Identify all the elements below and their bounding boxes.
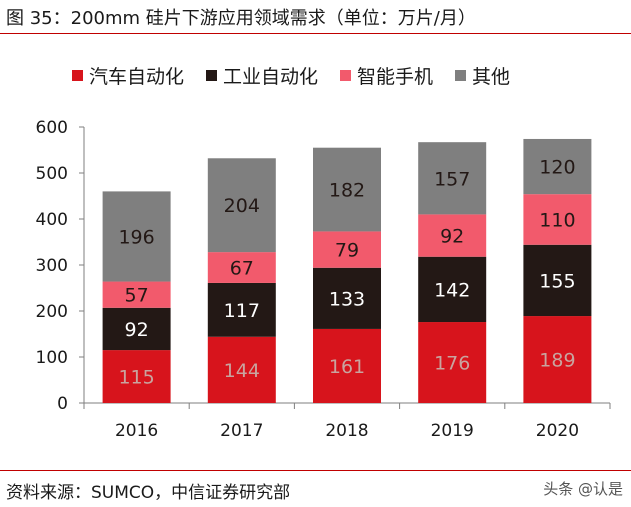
bar-segment: [418, 142, 487, 215]
bar-segment: [102, 281, 171, 308]
data-label: 182: [329, 180, 365, 202]
title-divider: [0, 33, 631, 34]
data-label: 161: [329, 356, 365, 378]
bar-segment: [313, 231, 381, 268]
data-label: 176: [434, 353, 470, 375]
bar-segment: [102, 350, 171, 403]
data-label: 133: [329, 288, 365, 310]
data-label: 115: [118, 367, 154, 389]
y-tick-label: 100: [36, 348, 68, 368]
data-label: 79: [335, 240, 359, 262]
data-label: 142: [434, 279, 470, 301]
bar-segment: [313, 147, 381, 232]
data-label: 157: [434, 168, 470, 190]
bar-segment: [418, 322, 487, 403]
bar-segment: [418, 256, 487, 323]
legend-label-other: 其他: [472, 65, 511, 88]
data-label: 67: [230, 258, 254, 280]
figure-title: 图 35：200mm 硅片下游应用领域需求（单位：万片/月）: [6, 8, 476, 29]
data-label: 120: [539, 157, 575, 179]
legend-swatch-industrial: [206, 69, 218, 81]
y-tick-label: 500: [36, 164, 68, 184]
x-tick-label: 2016: [115, 421, 158, 441]
legend-item-smartphone: 智能手机: [340, 62, 433, 89]
data-label: 189: [539, 350, 575, 372]
chart-legend: 汽车自动化 工业自动化 智能手机 其他: [72, 62, 532, 88]
stacked-bar-chart: 0 100 200 300 400 500 600 115 92 57 196 2016 144 117 6…: [36, 118, 611, 441]
watermark: 头条 @认是: [543, 480, 623, 498]
bar-segment: [207, 336, 276, 403]
data-label: 92: [440, 226, 464, 248]
y-tick-label: 600: [36, 118, 68, 138]
legend-item-other: 其他: [455, 62, 510, 89]
bar-segment: [207, 252, 276, 283]
data-label: 144: [224, 360, 260, 382]
data-label: 155: [539, 270, 575, 292]
legend-swatch-smartphone: [340, 69, 352, 81]
data-label: 204: [224, 195, 260, 217]
source-divider: [0, 470, 631, 471]
y-tick-label: 200: [36, 302, 68, 322]
bar-segment: [313, 328, 381, 403]
bar-segment: [207, 282, 276, 337]
legend-label-auto: 汽车自动化: [89, 65, 185, 88]
y-tick-label: 400: [36, 210, 68, 230]
x-tick-label: 2017: [220, 421, 263, 441]
bar-segment: [523, 244, 592, 317]
data-label: 196: [118, 226, 154, 248]
legend-swatch-auto: [72, 69, 83, 81]
legend-swatch-other: [455, 69, 467, 81]
bar-segment: [207, 158, 276, 253]
bar-segment: [523, 194, 592, 245]
bar-segment: [102, 191, 171, 282]
data-label: 117: [224, 300, 260, 322]
legend-label-smartphone: 智能手机: [357, 65, 434, 88]
legend-label-industrial: 工业自动化: [223, 65, 319, 88]
x-tick-label: 2019: [431, 421, 474, 441]
bar-segment: [523, 138, 592, 195]
bar-segment: [523, 316, 592, 403]
legend-item-industrial: 工业自动化: [206, 62, 318, 89]
data-label: 57: [125, 285, 149, 307]
source-note: 资料来源：SUMCO，中信证券研究部: [6, 483, 291, 503]
bar-segment: [102, 307, 171, 351]
data-label: 92: [125, 319, 149, 341]
x-tick-label: 2018: [325, 421, 368, 441]
y-tick-label: 0: [57, 394, 68, 414]
data-label: 110: [539, 209, 575, 231]
bar-segment: [418, 214, 487, 257]
legend-item-auto: 汽车自动化: [72, 62, 184, 89]
x-tick-label: 2020: [536, 421, 579, 441]
bar-segment: [313, 267, 381, 329]
y-tick-label: 300: [36, 256, 68, 276]
